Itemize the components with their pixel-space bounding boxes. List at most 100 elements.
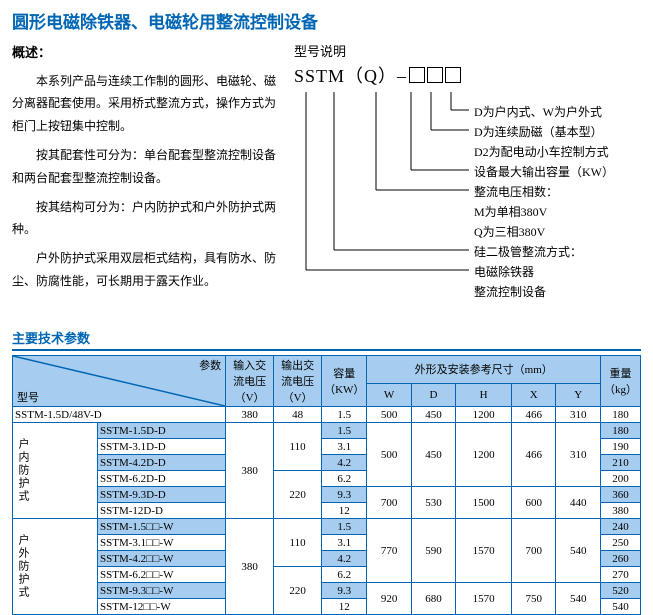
cell: 466 [512,423,556,487]
cell: 4.2 [322,455,367,471]
desc-8: 硅二极管整流方式： [474,243,582,260]
th-D: D [411,383,455,406]
cell: 1.5 [322,423,367,439]
para-3: 按其结构可分为：户内防护式和户外防护式两种。 [12,196,280,242]
params-heading: 主要技术参数 [12,328,641,347]
para-2: 按其配套性可分为：单台配套型整流控制设备和两台配套型整流控制设备。 [12,144,280,190]
desc-2: D为连续励磁（基本型） [474,123,603,140]
cell: 600 [512,487,556,519]
cell-model: SSTM-4.2D-D [98,455,226,471]
cell-model: SSTM-12□□-W [98,599,226,615]
cell: 466 [512,407,556,423]
table-row: 户内防护式 SSTM-1.5D-D 380 110 1.5 500 450 12… [13,423,641,439]
group-indoor-label: 户内防护式 [15,438,31,503]
cell-model: SSTM-1.5D-D [98,423,226,439]
cell: 1.5 [322,407,367,423]
cell: 1570 [456,583,512,615]
table-row: 户外防护式 SSTM-1.5□□-W 380 110 1.5 770 590 1… [13,519,641,535]
cell: 200 [601,471,641,487]
overview-column: 概述： 本系列产品与连续工作制的圆形、电磁轮、磁分离器配套使用。采用桥式整流方式… [12,41,280,322]
divider [12,349,641,351]
cell: 380 [226,423,274,519]
cell: 220 [274,471,322,519]
cell-model: SSTM-1.5□□-W [98,519,226,535]
cell: 6.2 [322,471,367,487]
cell: 920 [367,583,411,615]
group-outdoor-label: 户外防护式 [15,534,31,599]
cell: 1.5 [322,519,367,535]
cell: 1200 [456,407,512,423]
cell: 750 [512,583,556,615]
table-row: SSTM-9.3D-D9.3 700 530 1500 600 440 360 [13,487,641,503]
cell: 1500 [456,487,512,519]
cell-model: SSTM-12D-D [98,503,226,519]
cell: 6.2 [322,567,367,583]
cell: 3.1 [322,439,367,455]
th-dim: 外形及安装参考尺寸（mm） [367,356,601,384]
para-4: 户外防护式采用双层柜式结构，具有防水、防尘、防腐性能，可长期用于露天作业。 [12,247,280,293]
th-Y: Y [556,383,601,406]
cell: 380 [601,503,641,519]
desc-6: M为单相380V [474,203,547,220]
cell: 180 [601,407,641,423]
cell: 540 [601,599,641,615]
group-indoor: 户内防护式 [13,423,98,519]
cell-model: SSTM-4.2□□-W [98,551,226,567]
th-model-label: 型号 [17,389,39,405]
cell: 110 [274,519,322,567]
para-1: 本系列产品与连续工作制的圆形、电磁轮、磁分离器配套使用。采用桥式整流方式，操作方… [12,70,280,138]
cell: 530 [411,487,455,519]
cell: 3.1 [322,535,367,551]
cell: 12 [322,599,367,615]
cell: 700 [367,487,411,519]
cell: 1570 [456,519,512,583]
th-cap: 容量（KW） [322,356,367,407]
cell-model: SSTM-1.5D/48V-D [13,407,226,423]
th-vin: 输入交流电压（V） [226,356,274,407]
cell: 4.2 [322,551,367,567]
desc-7: Q为三相380V [474,223,545,240]
cell: 770 [367,519,411,583]
cell: 450 [411,423,455,487]
cell: 1200 [456,423,512,487]
cell: 270 [601,567,641,583]
model-heading: 型号说明 [294,41,641,60]
cell: 450 [411,407,455,423]
cell: 48 [274,407,322,423]
cell: 240 [601,519,641,535]
cell: 590 [411,519,455,583]
model-code-text: SSTM（Q）– [294,66,407,86]
group-outdoor: 户外防护式 [13,519,98,615]
th-X: X [512,383,556,406]
cell: 540 [556,519,601,583]
cell: 310 [556,407,601,423]
cell: 680 [411,583,455,615]
desc-10: 整流控制设备 [474,283,546,300]
cell: 310 [556,423,601,487]
cell: 180 [601,423,641,439]
th-H: H [456,383,512,406]
desc-1: D为户内式、W为户外式 [474,103,602,120]
placeholder-box-1 [409,67,425,83]
overview-heading: 概述： [12,41,280,66]
cell: 440 [556,487,601,519]
cell: 500 [367,407,411,423]
desc-5: 整流电压相数： [474,183,558,200]
page-title: 圆形电磁除铁器、电磁轮用整流控制设备 [12,8,641,33]
cell: 360 [601,487,641,503]
th-wt: 重量（kg） [601,356,641,407]
cell: 380 [226,519,274,615]
cell: 260 [601,551,641,567]
cell: 190 [601,439,641,455]
cell-model: SSTM-3.1D-D [98,439,226,455]
cell-model: SSTM-9.3D-D [98,487,226,503]
bracket-diagram: D为户内式、W为户外式 D为连续励磁（基本型） D2为配电动小车控制方式 设备最… [294,92,641,322]
cell: 700 [512,519,556,583]
cell: 9.3 [322,487,367,503]
model-column: 型号说明 SSTM（Q）– D为户内式、W为户外式 D为连续励磁（基本型） D2… [294,41,641,322]
placeholder-box-2 [427,67,443,83]
cell-model: SSTM-6.2□□-W [98,567,226,583]
th-param-label: 参数 [199,357,221,373]
cell: 540 [556,583,601,615]
cell: 110 [274,423,322,471]
